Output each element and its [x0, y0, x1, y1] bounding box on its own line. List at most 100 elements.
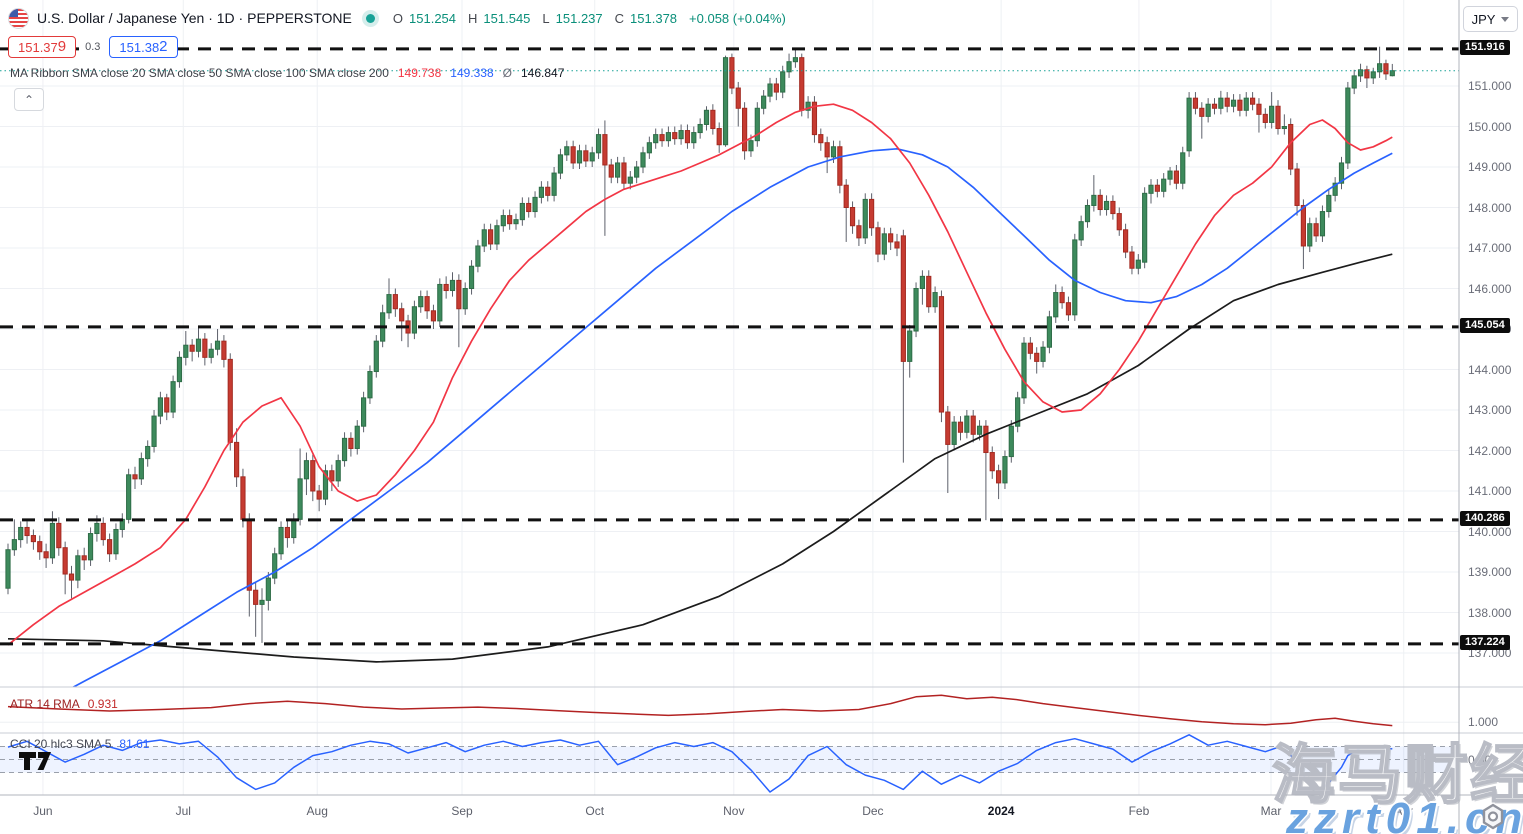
candle	[1275, 100, 1281, 135]
symbol-legend[interactable]: U.S. Dollar / Japanese Yen · 1D · PEPPER…	[8, 6, 786, 30]
price-tick-label: 146.000	[1468, 281, 1512, 296]
price-level-lines[interactable]	[0, 47, 1459, 646]
candle	[87, 527, 94, 566]
candle	[361, 391, 367, 433]
candle	[75, 549, 81, 589]
time-axis-label: Sep	[451, 804, 473, 818]
candle	[1002, 450, 1008, 489]
time-axis[interactable]: Jun Jul Aug Sep Oct Nov Dec 2024 Feb Mar Apr	[0, 795, 1459, 834]
candle	[265, 572, 271, 611]
time-axis-label: Nov	[723, 804, 745, 818]
candle	[805, 96, 811, 119]
candle	[1211, 98, 1218, 115]
ohlc-readout: O 151.254 H 151.545 L 151.237 C 151.378 +0.0…	[393, 11, 786, 26]
tradingview-logo[interactable]	[18, 750, 54, 777]
candle	[221, 335, 227, 368]
cci-value: 81.61	[119, 737, 150, 751]
candle	[151, 410, 157, 453]
candle	[1224, 92, 1230, 113]
candle	[113, 523, 119, 560]
candle	[621, 156, 627, 190]
cci-legend[interactable]: CCI 20 hlc3 SMA 5 81.61	[10, 737, 149, 751]
cci-plot	[7, 734, 1393, 795]
price-tick-label: 141.000	[1468, 484, 1512, 498]
atr-title: ATR 14 RMA	[10, 697, 80, 711]
candle	[1059, 286, 1065, 309]
candle	[386, 278, 392, 319]
usdjpy-flag-icon	[8, 7, 29, 29]
candle	[1389, 63, 1395, 77]
candle	[602, 120, 608, 236]
close-value: 151.378	[630, 10, 678, 26]
candle	[1110, 195, 1116, 220]
candle	[100, 517, 106, 546]
candle	[399, 302, 405, 342]
candle	[437, 278, 443, 327]
atr-legend[interactable]: ATR 14 RMA 0.931	[10, 697, 118, 711]
ma-ribbon-legend[interactable]: MA Ribbon SMA close 20 SMA close 50 SMA …	[10, 66, 564, 80]
candle	[1326, 189, 1332, 218]
moving-average-lines	[7, 103, 1393, 687]
candle	[1078, 215, 1084, 246]
symbol-title[interactable]: U.S. Dollar / Japanese Yen · 1D · PEPPER…	[37, 10, 352, 26]
candle	[843, 179, 849, 242]
candle	[1307, 217, 1313, 253]
candle	[253, 582, 259, 637]
candle	[348, 432, 354, 457]
candle	[1313, 217, 1319, 242]
candle	[392, 288, 398, 317]
sma50-value: 149.338	[450, 66, 494, 80]
candle	[1123, 223, 1129, 259]
candle	[468, 260, 475, 295]
candle	[1167, 167, 1173, 186]
high-value: 151.545	[483, 10, 531, 26]
candle	[894, 233, 900, 257]
candle	[488, 223, 494, 251]
candle	[875, 221, 881, 263]
candle	[132, 466, 138, 489]
candle	[1135, 254, 1141, 275]
candle	[1269, 92, 1275, 129]
candle	[729, 53, 735, 95]
candle	[1205, 98, 1211, 123]
candle	[545, 181, 551, 202]
candle	[1377, 46, 1383, 78]
candle	[1084, 199, 1091, 228]
candle	[837, 140, 843, 194]
candle	[780, 65, 786, 99]
candle	[1218, 90, 1224, 115]
candle	[722, 55, 729, 147]
sma20-line	[7, 103, 1393, 646]
atr-value: 0.931	[87, 697, 118, 711]
sell-bid-button[interactable]: 151.379	[8, 36, 77, 58]
candle	[761, 90, 767, 115]
buy-ask-button[interactable]: 151.382	[109, 36, 178, 58]
candle	[557, 148, 564, 180]
candle	[888, 227, 894, 251]
candle	[1300, 199, 1307, 270]
candle	[278, 521, 284, 560]
candle	[1351, 69, 1357, 95]
candle	[1319, 205, 1326, 242]
currency-dropdown[interactable]: JPY	[1463, 6, 1518, 32]
candle	[37, 535, 43, 560]
currency-label: JPY	[1471, 11, 1496, 27]
candle	[653, 128, 659, 149]
candle	[1180, 146, 1186, 190]
candle	[742, 102, 748, 160]
candle	[170, 375, 176, 419]
time-axis-label: Oct	[585, 804, 605, 818]
ask-big-digit: 2	[159, 38, 168, 55]
market-status-dot-icon	[365, 13, 375, 23]
time-axis-label: 2024	[987, 804, 1015, 818]
bid-big-digit: 9	[57, 38, 67, 55]
collapse-legend-button[interactable]: ⌃	[14, 88, 44, 111]
candle	[157, 391, 164, 425]
candle	[411, 300, 417, 340]
candle	[627, 171, 633, 190]
candle	[81, 547, 87, 570]
price-axis[interactable]: JPY 151.000 150.000 149.000 148.000 147.000 1…	[1459, 0, 1523, 795]
candle	[310, 454, 316, 502]
